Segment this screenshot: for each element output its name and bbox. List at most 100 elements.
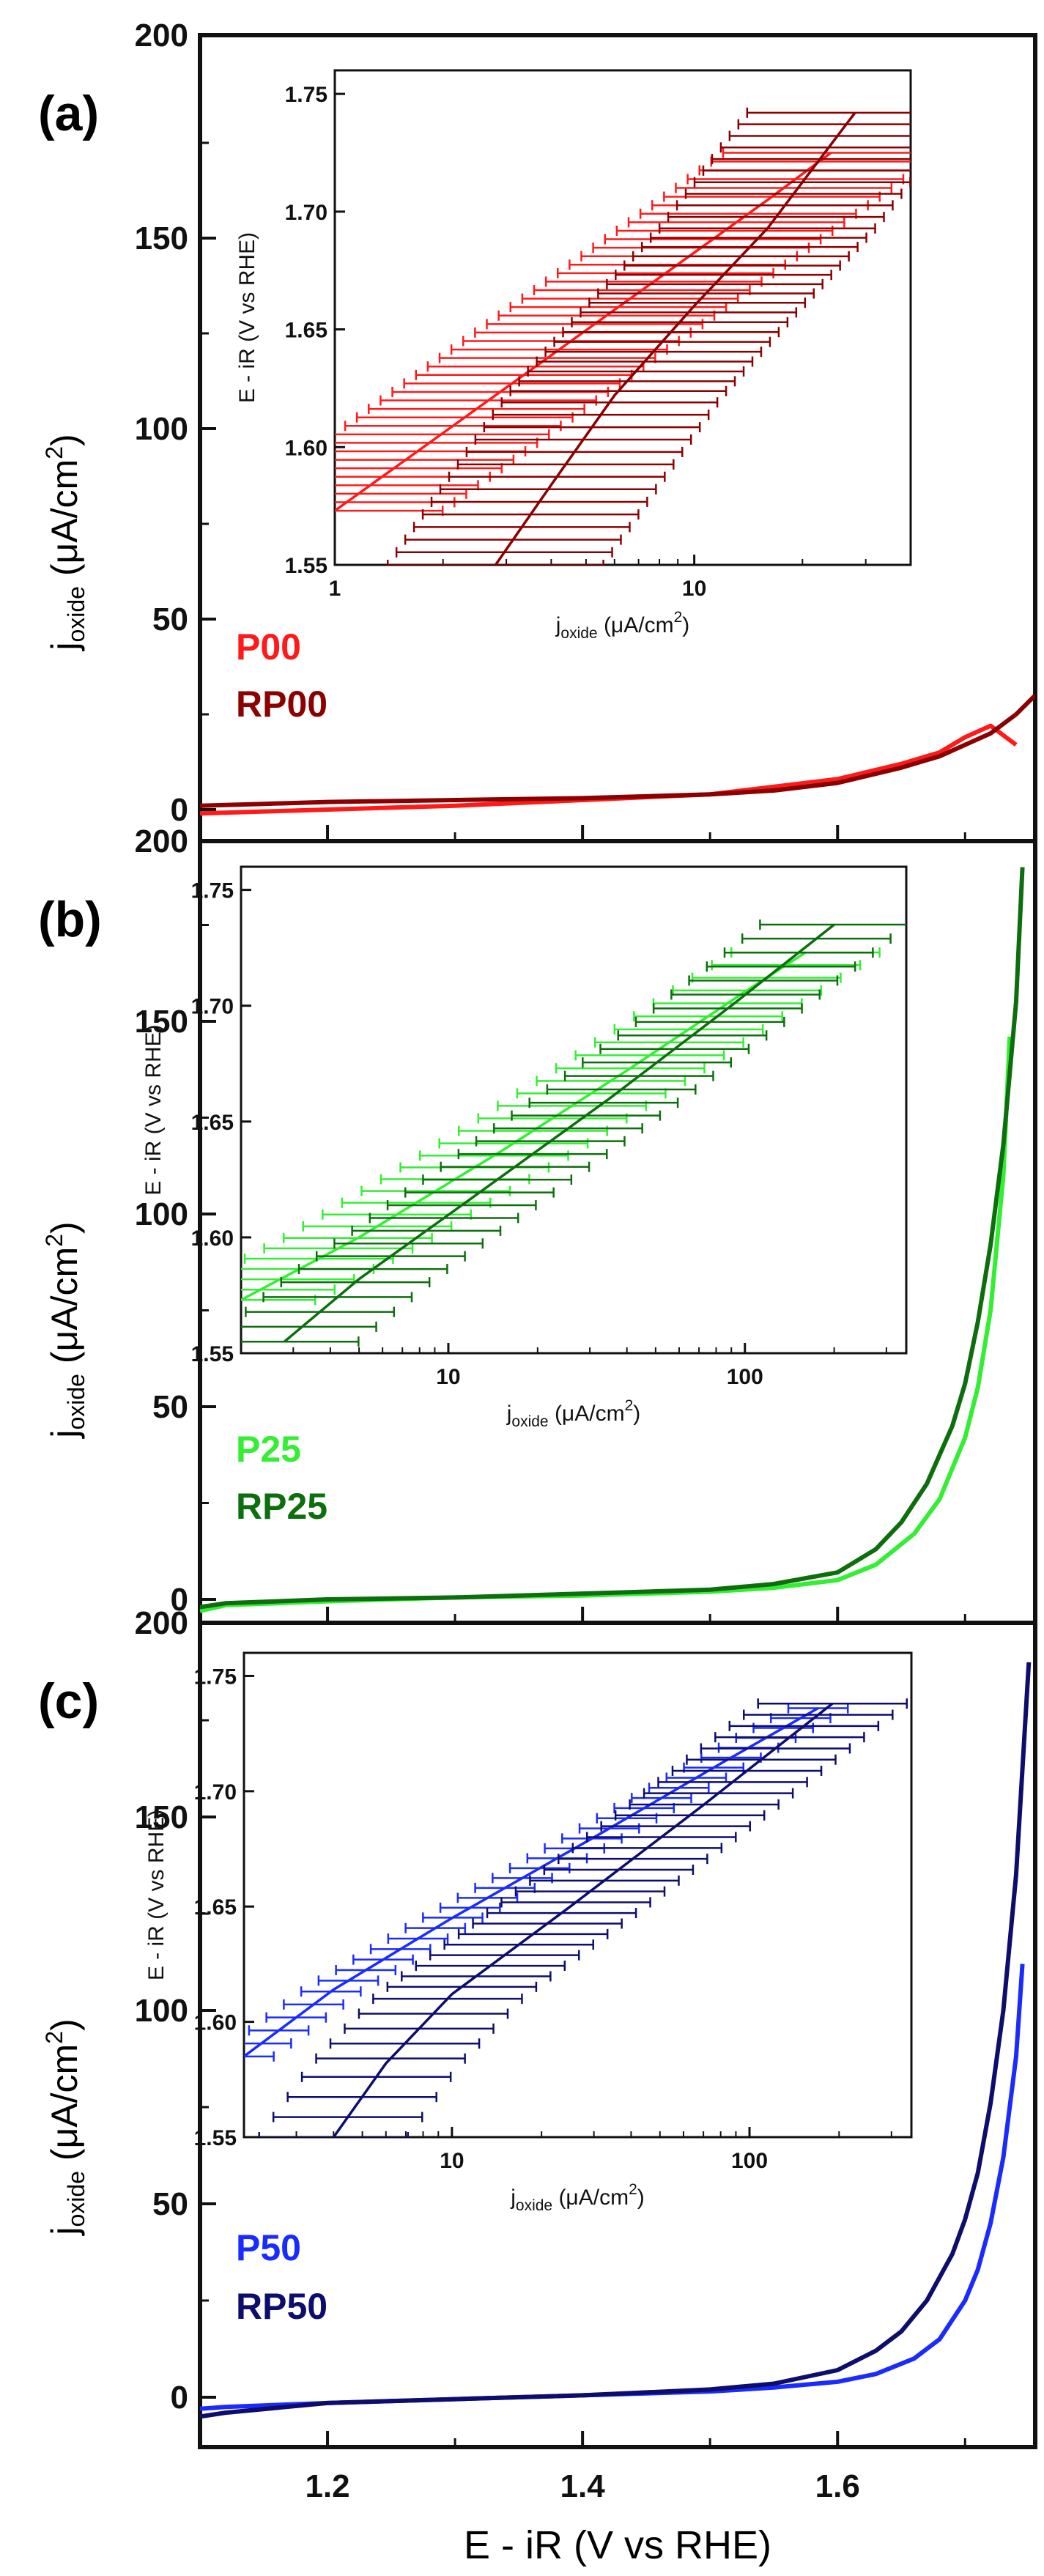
legend-entry: P25 (236, 1429, 301, 1470)
legend-entry: RP50 (236, 2286, 327, 2327)
panel-label: (b) (38, 892, 102, 947)
y-tick-label: 0 (171, 2380, 188, 2416)
inset-x-label-close: ) (682, 613, 689, 637)
inset-x-tick-label: 10 (436, 1365, 460, 1389)
legend-entry: RP25 (236, 1486, 327, 1527)
inset-x-label-close: ) (633, 1402, 640, 1426)
inset-y-tick-label: 1.60 (194, 2011, 237, 2035)
inset-x-tick-label: 100 (727, 1365, 763, 1389)
inset-y-tick-label: 1.65 (191, 1111, 234, 1135)
inset-y-tick-label: 1.70 (285, 201, 327, 225)
x-tick-label: 1.4 (560, 2468, 606, 2504)
inset-y-tick-label: 1.75 (285, 83, 327, 107)
inset-x-label-sub: oxide (511, 1413, 548, 1430)
y-label-sup: 2 (41, 446, 67, 459)
inset-x-label-unit: (μA/cm (552, 2185, 629, 2210)
y-label-j: j (44, 1430, 85, 1440)
plot-frame (198, 1621, 1037, 2449)
y-label-close: ) (44, 434, 85, 446)
x-tick-label: 1.2 (305, 2468, 349, 2504)
inset-x-label: joxide (μA/cm2) (510, 2181, 645, 2214)
y-label-sub: oxide (63, 586, 89, 643)
series-line-RP50 (200, 1662, 1032, 2419)
inset-frame (333, 69, 912, 566)
y-tick-label: 100 (135, 1196, 188, 1232)
panel-label: (c) (38, 1673, 99, 1729)
y-label-unit: (μA/cm (44, 2044, 85, 2171)
y-label-close: ) (44, 2018, 85, 2031)
y-axis-label: joxide (μA/cm2) (41, 434, 89, 651)
inset-y-tick-label: 1.55 (191, 1342, 234, 1366)
y-top-label: 200 (135, 18, 188, 53)
y-tick-label: 50 (152, 602, 188, 637)
inset-series-RP50 (258, 1698, 908, 2137)
inset-line-RP50 (332, 1702, 834, 2137)
inset-x-label: joxide (μA/cm2) (506, 1397, 641, 1430)
inset-frame (240, 865, 908, 1355)
y-tick-label: 150 (135, 221, 188, 256)
inset-y-tick-label: 1.75 (191, 879, 234, 903)
inset-x-label-j: j (555, 613, 561, 637)
inset-series-RP00 (386, 107, 911, 565)
inset-series-RP25 (241, 919, 906, 1347)
inset-y-label: E - iR (V vs RHE) (144, 1810, 169, 1980)
inset-y-tick-label: 1.70 (191, 995, 234, 1019)
inset-x-tick-label: 1 (329, 577, 341, 601)
legend-entry: RP00 (236, 684, 327, 725)
inset-line-RP00 (494, 111, 856, 565)
inset-y-tick-label: 1.60 (191, 1226, 234, 1251)
inset-x-label-j: j (510, 2185, 516, 2210)
inset: 1.55 1.60 1.65 1.70 1.75 10 100 E - iR (V vs RH… (144, 1651, 913, 2214)
y-label-sub: oxide (63, 1374, 89, 1430)
inset-x-label-sup: 2 (625, 1397, 634, 1414)
legend-entry: P00 (236, 626, 301, 667)
y-tick-label: 0 (171, 1582, 188, 1618)
y-label-close: ) (44, 1221, 85, 1234)
inset-x-label-sup: 2 (674, 609, 683, 626)
y-tick-label: 0 (171, 792, 188, 828)
inset-y-label: E - iR (V vs RHE) (141, 1024, 166, 1195)
x-axis-label: E - iR (V vs RHE) (464, 2523, 771, 2567)
y-tick-label: 150 (135, 1799, 188, 1835)
inset-y-tick-label: 1.60 (285, 436, 327, 460)
y-axis-label: joxide (μA/cm2) (41, 1221, 89, 1439)
inset-x-label-sup: 2 (629, 2181, 637, 2198)
y-label-j: j (44, 643, 85, 652)
inset-y-label: E - iR (V vs RHE) (235, 232, 259, 403)
y-label-j: j (44, 2227, 85, 2237)
y-label-unit: (μA/cm (44, 459, 85, 586)
inset-x-tick-label: 10 (682, 577, 706, 601)
panel-label: (a) (38, 86, 99, 141)
y-tick-label: 50 (152, 1389, 188, 1425)
inset-x-tick-label: 100 (731, 2149, 768, 2173)
inset: 1.55 1.60 1.65 1.70 1.75 10 100 E - iR (V vs RH… (141, 865, 908, 1430)
y-top-label: 200 (135, 823, 188, 859)
series-line-RP25 (200, 867, 1025, 1610)
inset-x-label-j: j (506, 1402, 512, 1426)
y-label-sup: 2 (41, 1234, 67, 1247)
legend-entry: P50 (236, 2227, 301, 2268)
inset-x-tick-label: 10 (440, 2149, 464, 2173)
y-label-sup: 2 (41, 2031, 67, 2044)
inset-y-tick-label: 1.55 (285, 554, 327, 578)
inset-x-label-sub: oxide (560, 625, 597, 642)
inset-line-RP25 (284, 923, 835, 1343)
inset-x-label-unit: (μA/cm (598, 613, 674, 637)
y-tick-label: 150 (135, 1004, 188, 1040)
inset-frame (243, 1651, 913, 2139)
inset-y-tick-label: 1.70 (194, 1780, 237, 1805)
inset-y-tick-label: 1.55 (194, 2126, 237, 2150)
inset-x-label: joxide (μA/cm2) (555, 609, 690, 642)
inset-x-label-close: ) (637, 2185, 645, 2210)
inset-y-tick-label: 1.75 (194, 1665, 237, 1689)
series-line-RP00 (200, 693, 1035, 808)
inset-x-label-unit: (μA/cm (549, 1402, 625, 1426)
y-label-sub: oxide (63, 2171, 89, 2227)
inset: 1.55 1.60 1.65 1.70 1.75 1 10 E - iR (V vs RHE)… (235, 69, 912, 642)
inset-y-tick-label: 1.65 (285, 319, 327, 343)
inset-y-tick-label: 1.65 (194, 1895, 237, 1920)
y-axis-label: joxide (μA/cm2) (41, 2018, 89, 2236)
